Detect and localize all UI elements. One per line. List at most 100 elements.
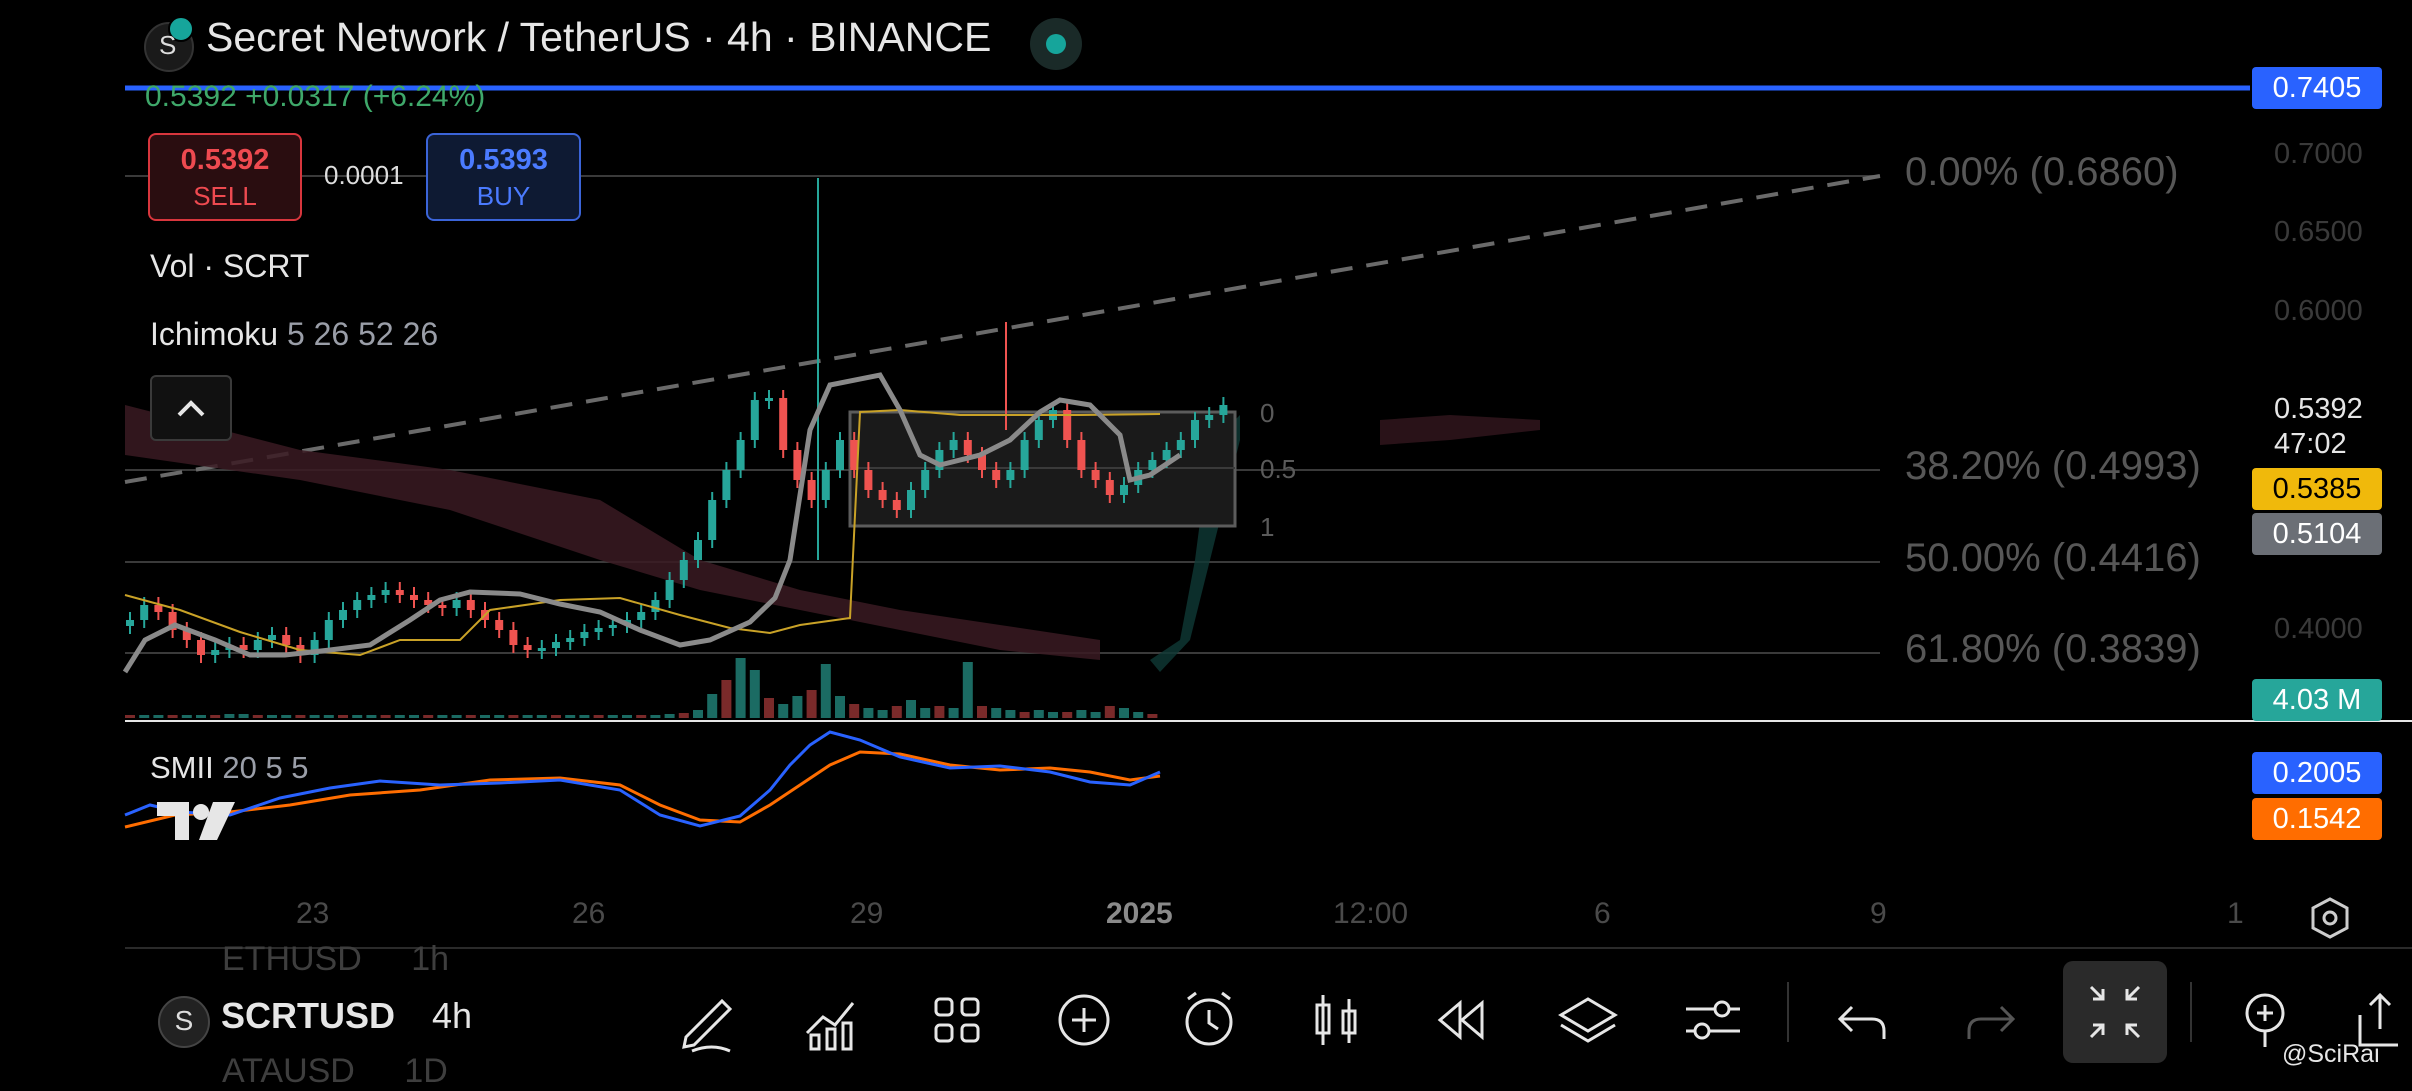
candle-body [353,600,362,610]
author-credit: @SciRai [2282,1040,2380,1068]
range-level-0: 0 [1260,398,1275,428]
volume-bar [238,714,249,718]
chart-title[interactable]: Secret Network / TetherUS · 4h · BINANCE [206,14,992,60]
candle-body [722,470,731,500]
volume-bar [252,715,263,718]
market-status-icon[interactable] [1030,18,1082,70]
fullscreen-exit-icon [2089,985,2141,1039]
smii-blue-line [124,730,1161,828]
candle-body [438,605,447,608]
volume-bar [281,715,292,718]
watchlist-item[interactable]: ETHUSD 1h [222,940,449,979]
candle-body [1034,420,1043,440]
redo-icon[interactable] [1955,985,2025,1055]
watchlist-item[interactable]: ATAUSD 1D [222,1052,448,1091]
buy-label: BUY [476,181,531,211]
volume-indicator-label[interactable]: Vol · SCRT [150,248,310,284]
volume-bar [877,710,888,718]
smii-indicator-label[interactable]: SMII 20 5 5 [150,750,309,786]
ichimoku-cloud [125,405,1100,660]
volume-bar [835,696,845,718]
candle-body [424,600,433,605]
candle-body [1020,440,1029,470]
candle-body [253,640,262,650]
volume-bar [565,715,576,718]
volume-bar [792,696,803,718]
pencil-icon[interactable] [672,985,742,1055]
sell-button[interactable]: 0.5392 SELL [148,133,302,221]
current-timeframe[interactable]: 4h [432,995,473,1036]
fib-label-382: 38.20% (0.4993) [1905,444,2201,488]
time-label: 29 [850,897,884,930]
replay-icon[interactable] [1426,985,1496,1055]
settings-hex-icon[interactable] [2308,896,2352,945]
grid-icon[interactable] [922,985,992,1055]
candle-body [736,440,745,470]
axis-label: 0.6000 [2274,295,2363,327]
layers-icon[interactable] [1553,985,1623,1055]
undo-icon[interactable] [1828,985,1898,1055]
alarm-icon[interactable] [1174,985,1244,1055]
volume-bar [906,700,916,718]
candle-body [282,635,291,645]
volume-bar [323,715,334,718]
volume-bar [820,664,831,718]
candle-body [168,612,177,630]
volume-bar [622,715,632,718]
sliders-icon[interactable] [1678,985,1748,1055]
chart-add-icon[interactable] [797,985,867,1055]
volume-bar [1147,714,1158,718]
watchlist-symbol: ETHUSD [222,940,362,978]
volume-bar [167,715,178,718]
volume-bar [409,715,419,718]
volume-bars [125,658,1158,718]
fib-label-618: 61.80% (0.3839) [1905,627,2201,671]
volume-bar [196,715,206,718]
candle-body [1077,440,1086,470]
volume-bar [210,715,221,718]
conversion-line [122,372,1182,674]
candle-body [821,470,830,500]
price-change: 0.5392 +0.0317 (+6.24%) [145,80,486,113]
sell-price: 0.5392 [180,144,270,176]
trend-line [124,174,1881,484]
candle-body [978,455,986,470]
candle-body [495,620,504,630]
pin-icon[interactable] [2230,985,2300,1055]
candle-body [850,440,859,470]
candle-body [310,640,319,655]
alert-price-tag[interactable]: 0.7405 [2252,67,2382,109]
candles-icon[interactable] [1301,985,1371,1055]
candle-body [949,440,958,450]
candle-body [679,560,688,580]
volume-bar [224,714,235,718]
candle-body [211,650,220,655]
volume-bar [934,706,945,718]
current-symbol[interactable]: SCRTUSD [221,995,396,1036]
collapse-indicators-button[interactable] [150,375,232,441]
candle-body [381,590,390,595]
ichimoku-indicator-label[interactable]: Ichimoku 5 26 52 26 [150,316,438,353]
candle-body [1120,485,1128,495]
tradingview-logo-icon [155,800,237,849]
volume-bar [735,658,746,718]
toolbar-divider [2190,982,2192,1042]
candle-body [395,590,404,595]
watchlist-symbol: ATAUSD [222,1052,355,1090]
volume-bar [522,715,533,718]
candle-body [154,605,163,612]
volume-bar [707,694,718,718]
volume-bar [295,715,306,718]
share-icon[interactable] [2342,985,2402,1055]
candle-body [1006,470,1015,480]
candle-body [963,440,972,455]
plus-circle-icon[interactable] [1049,985,1119,1055]
range-level-1: 1 [1260,512,1275,542]
candle-body [594,628,603,632]
buy-button[interactable]: 0.5393 BUY [426,133,581,221]
candle-body [339,610,347,620]
fullscreen-exit-button[interactable] [2063,961,2167,1063]
candle-body [765,398,773,401]
volume-bar [1033,710,1044,718]
